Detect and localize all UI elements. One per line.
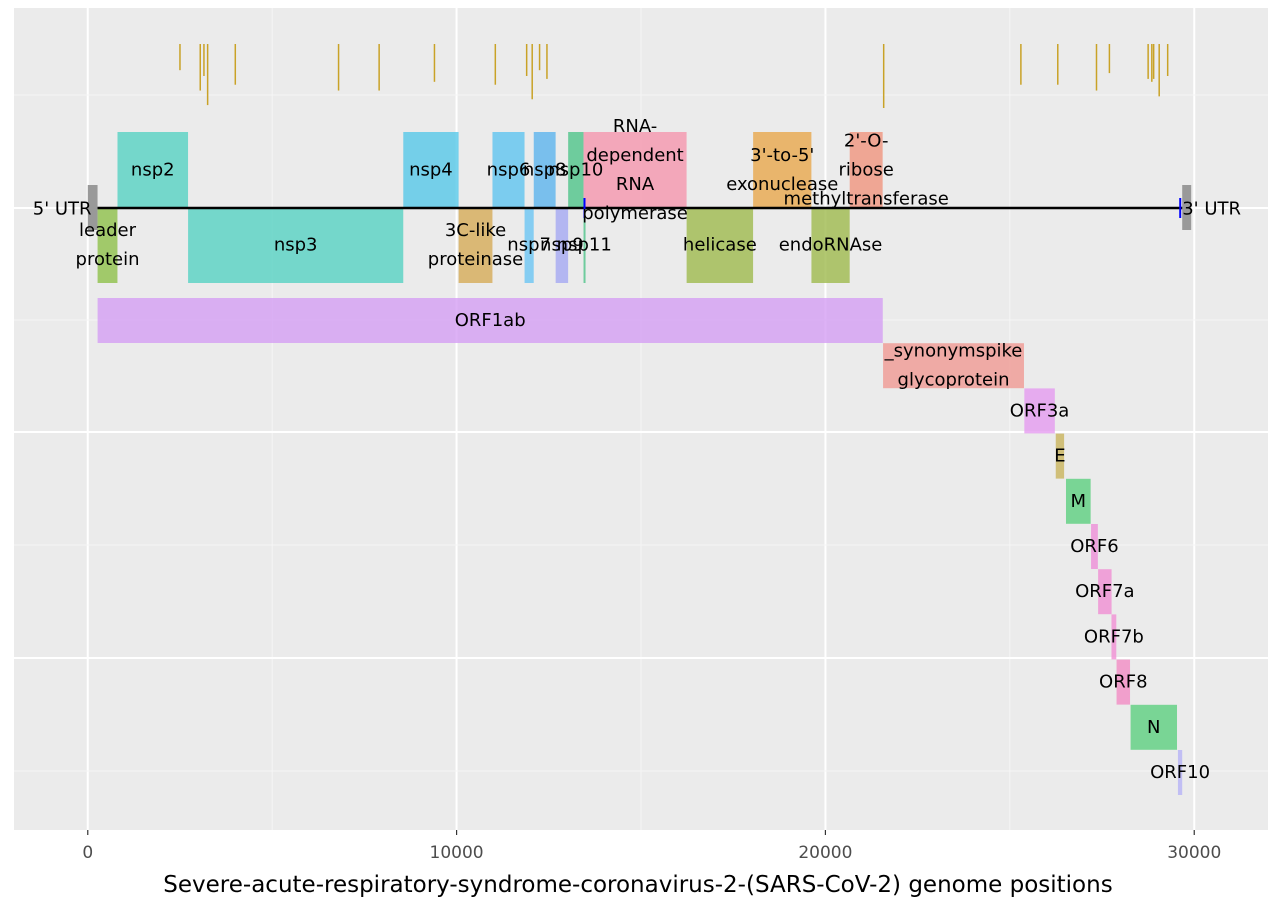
nsp-label-leader-protein: leader: [79, 220, 137, 241]
x-tick-label: 10000: [430, 843, 484, 863]
gene-label-synonymspike-glycoprotein: glycoprotein: [898, 370, 1010, 391]
gene-label-orf7a: ORF7a: [1075, 581, 1135, 602]
gene-label-orf7b: ORF7b: [1084, 626, 1144, 647]
nsp-box-nsp8: [533, 132, 556, 208]
nsp-label-2-o-ribose-methyltransferase: ribose: [839, 160, 894, 181]
gene-box-e: [1055, 433, 1065, 479]
nsp-box-nsp10: [568, 132, 584, 208]
nsp-label-nsp2: nsp2: [131, 160, 175, 181]
nsp-box-nsp11: [583, 208, 586, 283]
nsp-label-rna-dependent-rna-polymerase: polymerase: [582, 203, 688, 224]
feature-boxes: [97, 132, 1183, 795]
nsp-box-nsp9: [555, 208, 569, 283]
utr-label-5: 5' UTR: [33, 199, 92, 220]
nsp-box-helicase: [686, 208, 754, 283]
nsp-label-rna-dependent-rna-polymerase: dependent: [586, 145, 683, 166]
gene-label-e: E: [1054, 446, 1065, 467]
nsp-label-2-o-ribose-methyltransferase: 2'-O-: [844, 131, 889, 152]
nsp-label-nsp9: nsp9: [540, 235, 584, 256]
nsp-label-leader-protein: protein: [76, 249, 140, 270]
utr-label-3: 3' UTR: [1182, 199, 1241, 220]
gene-label-m: M: [1071, 491, 1087, 512]
gene-label-orf10: ORF10: [1150, 762, 1210, 783]
gene-box-n: [1130, 704, 1178, 750]
genome-line-layer: [87, 185, 1192, 230]
nsp-label-3c-like-proteinase: 3C-like: [445, 220, 506, 241]
x-tick-label: 0: [82, 843, 93, 863]
gene-box-synonymspike-glycoprotein: [883, 343, 1024, 389]
utr-box-5-utr: [87, 185, 98, 230]
gene-label-orf3a: ORF3a: [1010, 400, 1070, 421]
nsp-label-nsp3: nsp3: [274, 235, 318, 256]
gene-label-orf6: ORF6: [1070, 536, 1118, 557]
x-tick-label: 30000: [1167, 843, 1221, 863]
gene-box-orf3a: [1024, 388, 1055, 434]
nsp-label-nsp8: nsp8: [523, 160, 567, 181]
gene-label-orf1ab: ORF1ab: [455, 310, 526, 331]
nsp-label-endornase: endoRNAse: [779, 235, 883, 256]
nsp-label-helicase: helicase: [683, 235, 757, 256]
variant-ticks: [179, 44, 1169, 108]
nsp-label-nsp4: nsp4: [409, 160, 453, 181]
nsp-label-nsp6: nsp6: [487, 160, 531, 181]
nsp-box-3-to-5-exonuclease: [753, 132, 812, 208]
nsp-box-2-o-ribose-methyltransferase: [849, 132, 883, 208]
gene-box-orf8: [1116, 659, 1131, 705]
nsp-label-2-o-ribose-methyltransferase: methyltransferase: [784, 189, 949, 210]
gene-label-n: N: [1147, 717, 1160, 738]
nsp-label-3-to-5-exonuclease: 3'-to-5': [750, 145, 814, 166]
nsp-label-rna-dependent-rna-polymerase: RNA-: [613, 116, 657, 137]
gene-box-orf1ab: [97, 298, 883, 343]
nsp-box-leader-protein: [97, 208, 118, 283]
nsp-box-rna-dependent-rna-polymerase: [583, 132, 687, 208]
utr-box-3-utr: [1182, 185, 1192, 230]
nsp-label-nsp7: nsp7: [507, 235, 551, 256]
nsp-box-nsp7: [524, 208, 534, 283]
gene-box-orf7b: [1111, 614, 1117, 660]
gene-label-synonymspike-glycoprotein: _synonymspike: [884, 341, 1023, 362]
nsp-box-nsp6: [492, 132, 525, 208]
x-axis-title: Severe-acute-respiratory-syndrome-corona…: [163, 872, 1112, 898]
gene-box-orf10: [1177, 750, 1183, 795]
nsp-label-rna-dependent-rna-polymerase: RNA: [616, 174, 655, 195]
nsp-box-nsp4: [403, 132, 459, 208]
nsp-box-3c-like-proteinase: [458, 208, 493, 283]
gene-box-m: [1065, 478, 1091, 524]
gene-label-orf8: ORF8: [1099, 672, 1147, 693]
gene-box-orf7a: [1098, 569, 1112, 615]
x-axis: 0 10000 20000 30000: [82, 830, 1221, 863]
nsp-label-nsp11: nsp11: [557, 235, 612, 256]
nsp-label-3c-like-proteinase: proteinase: [428, 249, 523, 270]
nsp-box-nsp3: [188, 208, 404, 283]
x-tick-label: 20000: [798, 843, 852, 863]
nsp-label-3-to-5-exonuclease: exonuclease: [726, 174, 838, 195]
nsp-box-nsp2: [117, 132, 189, 208]
nsp-box-endornase: [811, 208, 850, 283]
nsp-label-nsp10: nsp10: [548, 160, 603, 181]
gene-box-orf6: [1091, 524, 1098, 569]
